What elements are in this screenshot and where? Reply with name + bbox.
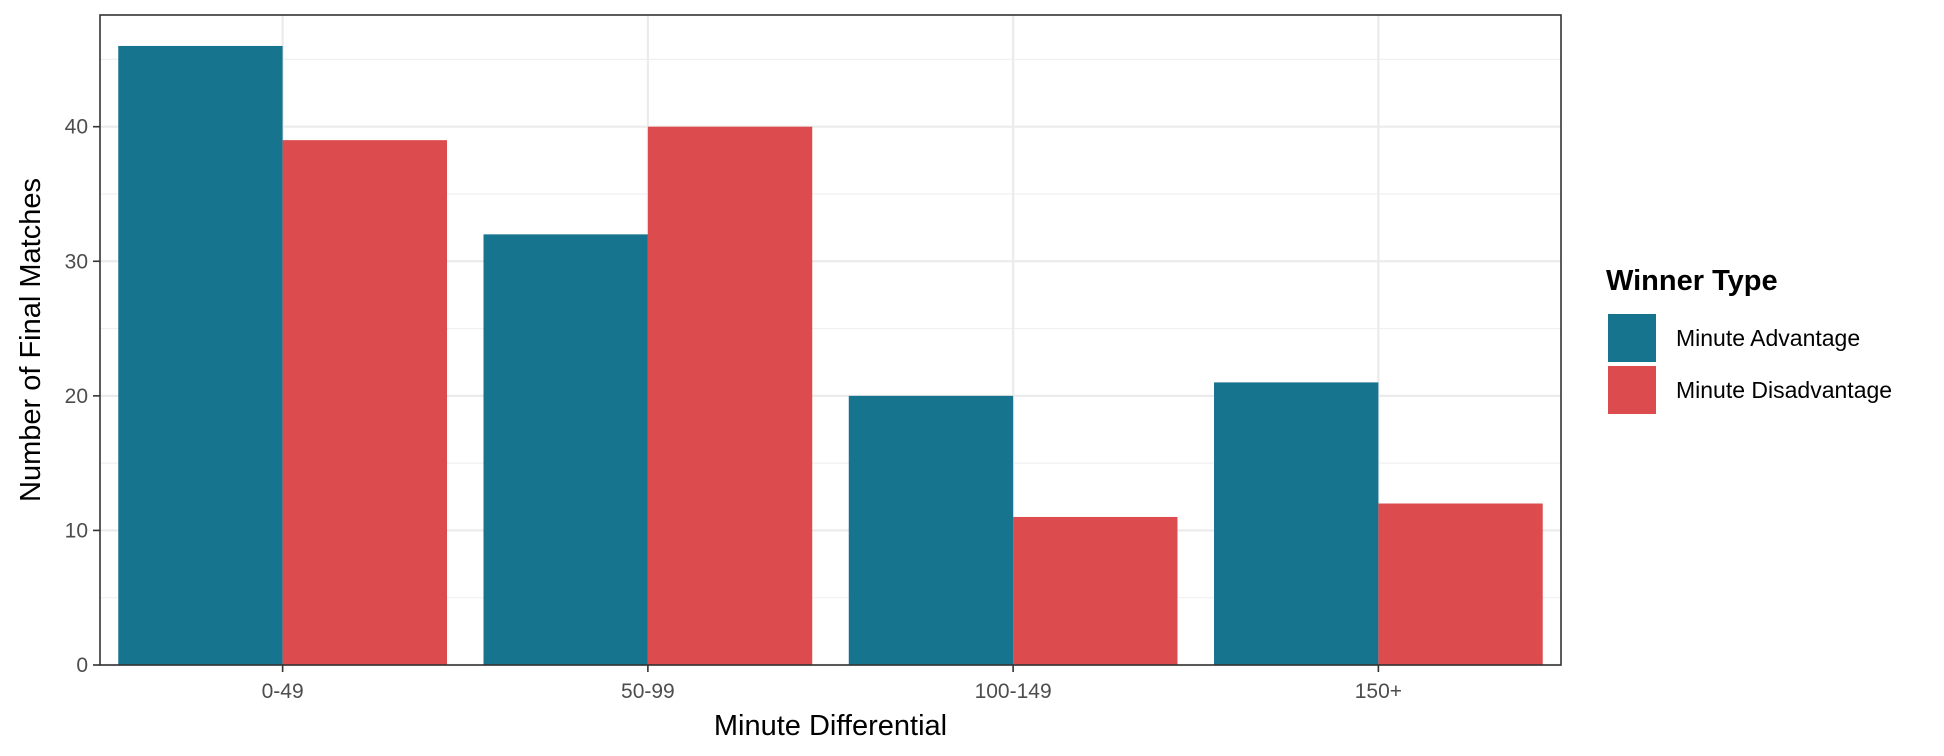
- y-tick-label: 0: [76, 654, 88, 677]
- x-axis: 0-49 50-99 100-149 150+: [262, 665, 1402, 703]
- bars: [118, 45, 1543, 665]
- bar: [282, 140, 447, 665]
- y-tick-label: 30: [65, 250, 88, 273]
- x-tick-label: 50-99: [621, 680, 675, 703]
- bar: [1214, 382, 1379, 665]
- legend-key: [1608, 314, 1656, 362]
- legend-key: [1608, 366, 1656, 414]
- y-axis: 0 10 20 30 40: [65, 116, 100, 677]
- x-tick-label: 150+: [1355, 680, 1402, 703]
- legend: Winner Type Minute Advantage Minute Disad…: [1606, 265, 1892, 414]
- bar: [483, 234, 648, 665]
- legend-title: Winner Type: [1606, 265, 1778, 297]
- bar: [647, 126, 813, 665]
- y-tick-label: 40: [65, 116, 88, 139]
- bar: [848, 395, 1014, 665]
- x-tick-label: 0-49: [262, 680, 304, 703]
- bar: [1013, 516, 1178, 665]
- legend-label: Minute Disadvantage: [1676, 377, 1892, 403]
- legend-label: Minute Advantage: [1676, 325, 1860, 351]
- y-tick-label: 10: [65, 519, 88, 542]
- y-tick-label: 20: [65, 385, 88, 408]
- panel-border: [99, 14, 1562, 666]
- plot-area: [99, 14, 1562, 667]
- bar: [1378, 503, 1543, 665]
- x-tick-label: 100-149: [975, 680, 1052, 703]
- bar: [118, 45, 283, 665]
- x-axis-title: Minute Differential: [714, 710, 947, 742]
- y-axis-title: Number of Final Matches: [15, 178, 47, 502]
